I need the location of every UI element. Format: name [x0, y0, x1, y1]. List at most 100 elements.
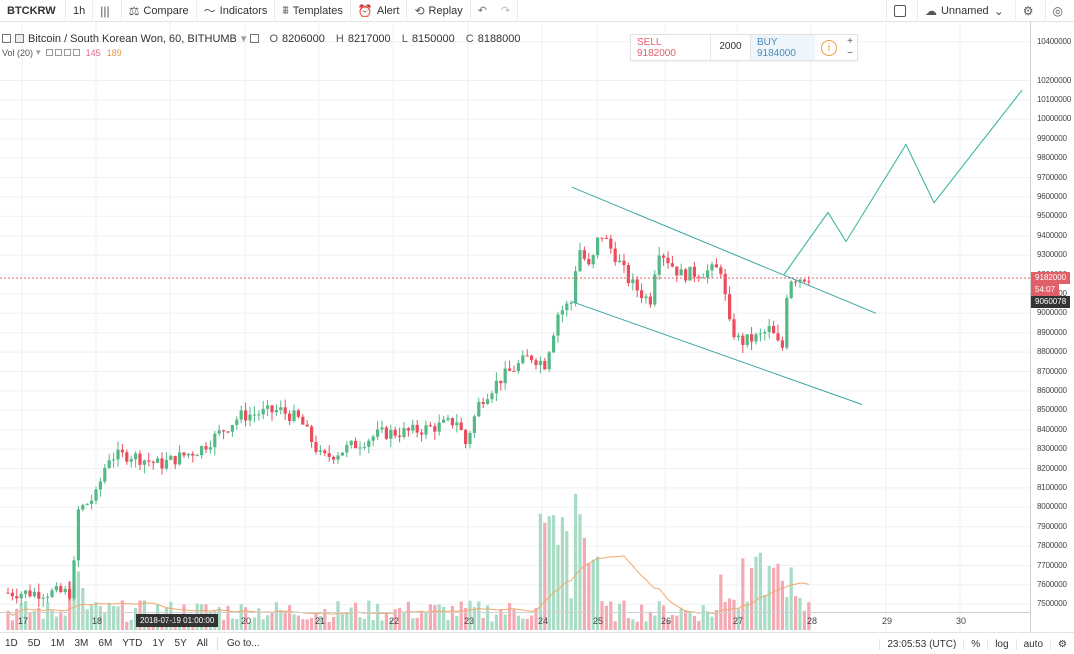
volume-bar	[235, 619, 239, 630]
auto-toggle[interactable]: auto	[1015, 638, 1050, 650]
volume-visibility-icon[interactable]	[45, 49, 53, 56]
candle-body	[257, 414, 261, 416]
templates-button[interactable]: ⩩ Templates	[275, 0, 351, 22]
volume-bar	[794, 596, 798, 630]
candle-body	[626, 265, 630, 284]
price-axis[interactable]: 10400000 10200000 10100000 10000000 9900000 9…	[1030, 22, 1074, 632]
chart-type-button[interactable]: |||	[93, 0, 122, 22]
candle-body	[468, 432, 472, 444]
range-button-1m[interactable]: 1M	[50, 638, 65, 649]
candle-body	[433, 426, 437, 432]
price-tick-label: 9400000	[1037, 230, 1067, 240]
volume-bar	[613, 621, 617, 630]
redo-button[interactable]: ↷	[494, 0, 519, 22]
volume-bar	[582, 538, 586, 630]
range-button-1y[interactable]: 1Y	[152, 638, 165, 649]
range-button-all[interactable]: All	[196, 638, 208, 649]
time-axis[interactable]: 2018-07-19 01:00:00 17 18 19 20 21 22 23 24 25 26…	[0, 612, 1030, 632]
price-tick-label: 8800000	[1037, 347, 1067, 357]
interval-button[interactable]: 1h	[66, 0, 94, 22]
candle-body	[261, 408, 265, 415]
volume-options-icon[interactable]: ▾	[36, 47, 41, 57]
volume-bar	[767, 565, 771, 630]
info-icon: i	[821, 39, 837, 56]
candle-body	[252, 414, 256, 416]
candle-body	[358, 447, 362, 449]
candle-body	[283, 407, 287, 414]
volume-legend[interactable]: Vol (20) ▾ 145 189	[2, 47, 122, 58]
range-button-5d[interactable]: 5D	[27, 638, 41, 649]
range-button-3m[interactable]: 3M	[74, 638, 89, 649]
countdown-tag: 54:07	[1031, 283, 1060, 296]
price-chart[interactable]	[0, 22, 1030, 632]
candle-body	[455, 422, 459, 426]
legend-options-icon[interactable]: ▾	[240, 33, 247, 45]
range-button-5y[interactable]: 5Y	[174, 638, 187, 649]
settings-button[interactable]: ⚙	[1050, 638, 1074, 650]
volume-bar	[296, 615, 300, 630]
candle-body	[327, 453, 331, 457]
range-button-6m[interactable]: 6M	[98, 638, 113, 649]
volume-bar	[266, 615, 270, 630]
volume-bar	[530, 615, 534, 630]
candle-body	[420, 432, 424, 435]
compare-button[interactable]: ⚖ Compare	[122, 0, 197, 22]
volume-bar	[622, 600, 626, 630]
clock-label[interactable]: 23:05:53 (UTC)	[879, 638, 963, 650]
volume-value: 145	[85, 47, 101, 58]
candle-body	[644, 296, 648, 298]
quantity-stepper[interactable]: + −	[843, 35, 857, 60]
percent-toggle[interactable]: %	[963, 638, 987, 650]
volume-bar	[802, 610, 806, 630]
volume-bar	[666, 619, 670, 630]
goto-button[interactable]: Go to...	[226, 638, 260, 649]
candle-body	[204, 446, 208, 450]
quantity-field[interactable]: 2000	[711, 35, 751, 60]
chart-area[interactable]	[0, 22, 1030, 632]
volume-remove-icon[interactable]	[63, 49, 71, 56]
candle-body	[151, 461, 155, 463]
volume-bar	[107, 602, 111, 630]
candle-body	[794, 281, 798, 283]
sell-button[interactable]: SELL 9182000	[631, 35, 711, 60]
plus-icon[interactable]: +	[847, 35, 853, 47]
volume-bar	[68, 581, 72, 630]
hide-icon[interactable]	[15, 34, 24, 43]
undo-button[interactable]: ↶	[477, 5, 488, 17]
candle-body	[270, 405, 274, 413]
indicators-button[interactable]: 〜 Indicators	[197, 0, 276, 22]
volume-bar	[226, 605, 230, 630]
volume-bar	[547, 516, 551, 630]
volume-bar	[736, 608, 740, 630]
layout-menu[interactable]: ☁ Unnamed ⌄	[916, 0, 1015, 22]
time-tick-label: 17	[18, 616, 29, 626]
snapshot-button[interactable]: ◎	[1044, 0, 1074, 22]
log-toggle[interactable]: log	[987, 638, 1015, 650]
fullscreen-checkbox[interactable]	[885, 0, 917, 22]
volume-bar	[679, 608, 683, 630]
replay-button[interactable]: ⟲ Replay	[407, 0, 471, 22]
alert-button[interactable]: ⏰ Alert	[351, 0, 408, 22]
volume-bar	[327, 621, 331, 630]
range-button-ytd[interactable]: YTD	[122, 638, 143, 649]
candle-body	[103, 467, 107, 482]
volume-settings-icon[interactable]	[54, 49, 62, 56]
price-tick-label: 7900000	[1037, 521, 1067, 531]
volume-bar	[455, 615, 459, 630]
time-tick-label: 28	[807, 616, 818, 626]
candle-body	[552, 335, 556, 353]
settings-button[interactable]: ⚙	[1014, 0, 1045, 22]
minus-icon[interactable]: −	[847, 47, 853, 59]
series-legend[interactable]: Bitcoin / South Korean Won, 60, BITHUMB …	[2, 32, 529, 45]
buy-button[interactable]: BUY 9184000	[751, 35, 815, 60]
range-button-1d[interactable]: 1D	[5, 638, 18, 649]
info-button[interactable]: i	[815, 35, 843, 60]
volume-bar	[393, 609, 397, 630]
candle-body	[732, 319, 736, 338]
collapse-icon[interactable]	[2, 34, 11, 43]
legend-visibility-icon[interactable]	[250, 34, 260, 43]
volume-more-icon[interactable]	[72, 49, 80, 56]
symbol-search[interactable]: BTCKRW	[0, 0, 66, 22]
candle-body	[371, 436, 375, 441]
candle-body	[442, 419, 446, 423]
